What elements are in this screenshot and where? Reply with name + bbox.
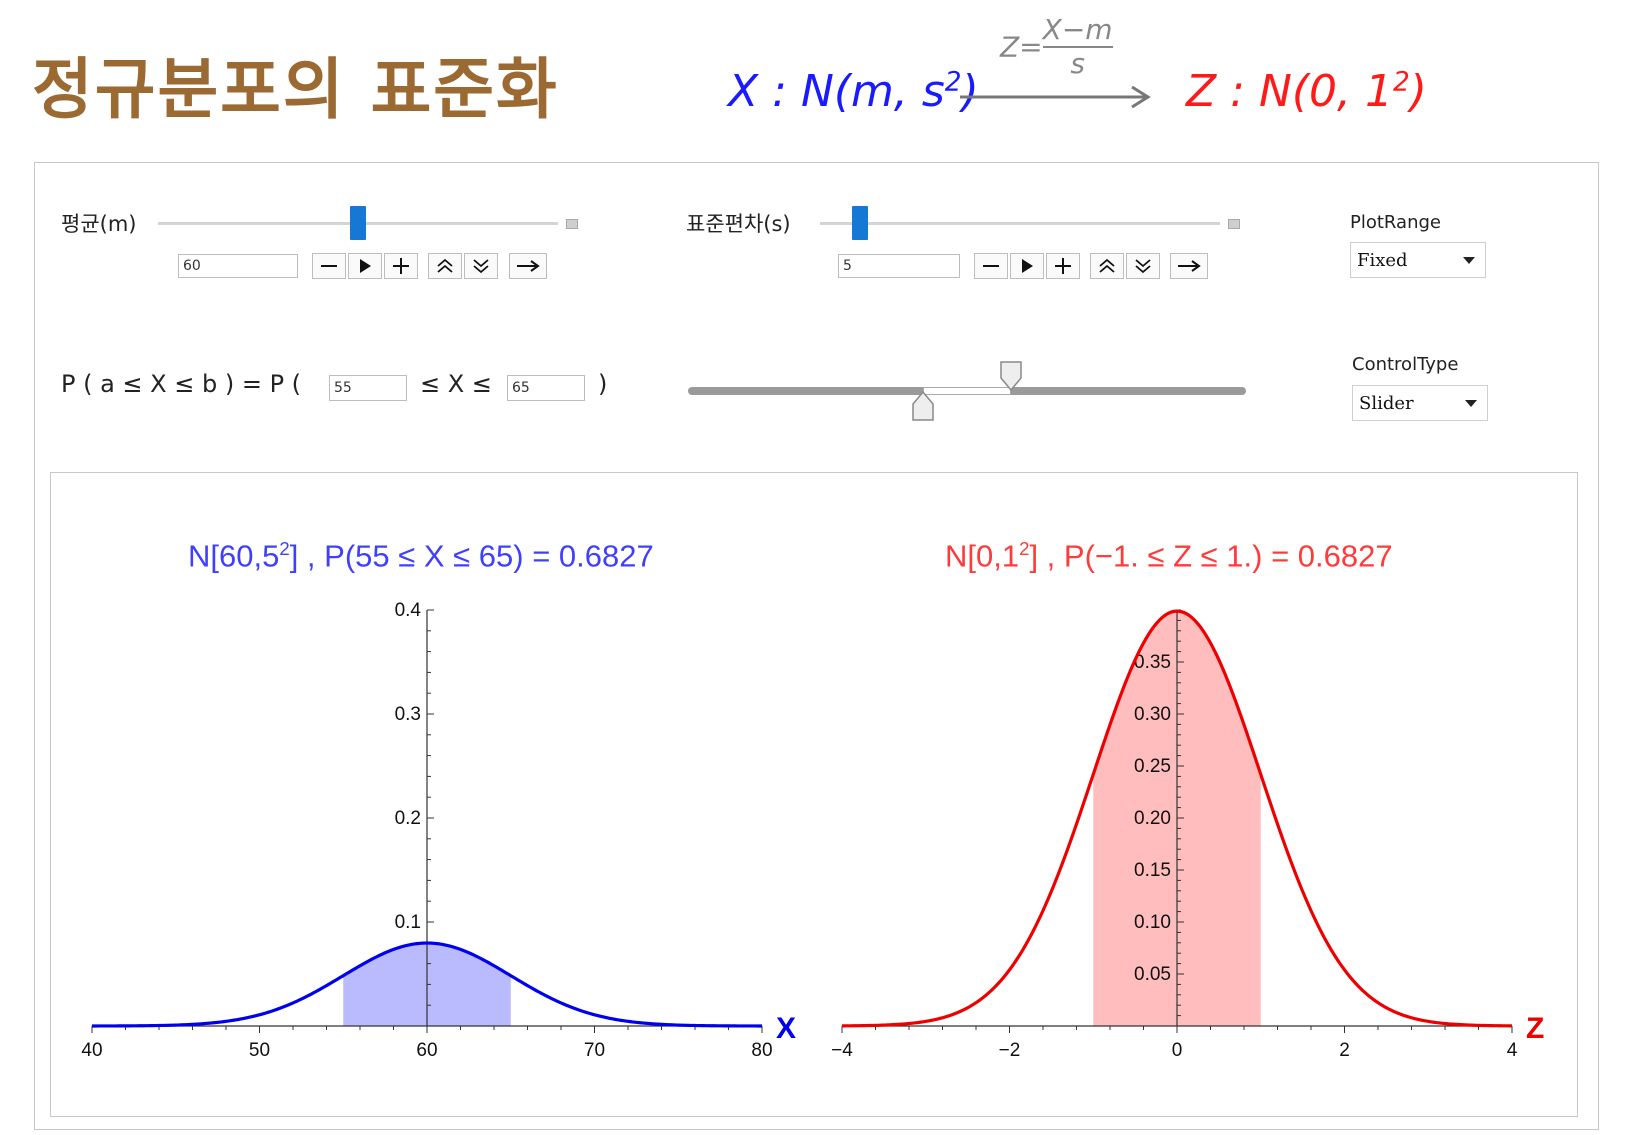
sd-faster-button[interactable]	[1090, 253, 1124, 279]
mean-direction-button[interactable]	[509, 253, 547, 279]
plotrange-label: PlotRange	[1350, 212, 1441, 233]
mean-value-input[interactable]	[178, 254, 298, 278]
chart-x-y-tick-label: 0.1	[395, 912, 421, 933]
mean-slower-button[interactable]	[464, 253, 498, 279]
chart-x-x-tick-label: 40	[81, 1040, 102, 1061]
right-arrow-icon	[1178, 260, 1201, 272]
controltype-label: ControlType	[1352, 354, 1459, 375]
chart-x-x-tick-label: 80	[751, 1040, 772, 1061]
chart-z-y-tick-label: 0.25	[1134, 756, 1171, 777]
mean-minus-button[interactable]	[312, 253, 346, 279]
formula-fraction: Z= X−m s	[1000, 14, 1113, 80]
sd-slower-button[interactable]	[1126, 253, 1160, 279]
double-up-icon	[437, 258, 453, 273]
formula-left-text: X : N(m, s	[728, 66, 945, 117]
plus-icon	[1055, 258, 1071, 274]
sd-slider-expand-icon[interactable]	[1228, 219, 1240, 229]
chart-x-density-curve	[92, 941, 762, 1028]
controltype-select[interactable]: Slider	[1352, 385, 1488, 421]
chart-z-y-tick-label: 0.15	[1134, 860, 1171, 881]
play-icon	[1022, 259, 1033, 273]
chart-z-x-tick-label: 2	[1339, 1040, 1350, 1061]
plot-frame	[50, 472, 1578, 1117]
chart-x-x-tick-label: 70	[584, 1040, 605, 1061]
right-arrow-icon	[517, 260, 540, 272]
dropdown-caret-icon	[1465, 400, 1477, 407]
mean-label: 평균(m)	[61, 212, 137, 236]
plotrange-select[interactable]: Fixed	[1350, 242, 1486, 278]
chart-x-title-a: N[60,5	[188, 538, 280, 574]
formula-right: Z : N(0, 12)	[1186, 66, 1427, 117]
double-down-icon	[1135, 259, 1151, 274]
chart-z-x-tick-label: −4	[831, 1040, 853, 1061]
sd-label: 표준편차(s)	[686, 212, 791, 236]
prob-close-label: )	[598, 370, 608, 398]
interval-slider-lower-thumb[interactable]	[911, 390, 935, 422]
formula-frac-den: s	[1042, 46, 1113, 80]
sd-value-input[interactable]	[838, 254, 960, 278]
chart-z-x-tick-label: −2	[999, 1040, 1021, 1061]
formula-frac-prefix: Z=	[1000, 30, 1043, 64]
formula-right-close: )	[1409, 66, 1427, 117]
chart-z-title-b: ] , P(−1. ≤ Z ≤ 1.) = 0.6827	[1029, 538, 1393, 574]
mean-plus-button[interactable]	[384, 253, 418, 279]
prob-b-input[interactable]	[507, 375, 585, 401]
chart-x-x-tick-label: 60	[416, 1040, 437, 1061]
transform-arrow-icon	[960, 85, 1151, 109]
chart-x-y-tick-label: 0.4	[395, 600, 422, 621]
minus-icon	[321, 265, 337, 267]
sd-plus-button[interactable]	[1046, 253, 1080, 279]
chart-x-title-sup: 2	[279, 538, 290, 559]
chart-x-y-tick-label: 0.2	[395, 808, 421, 829]
sd-slider-thumb[interactable]	[852, 206, 868, 240]
chart-z-title-sup: 2	[1019, 538, 1030, 559]
double-up-icon	[1099, 258, 1115, 273]
chart-z-x-tick-label: 4	[1507, 1040, 1518, 1061]
chart-z-x-tick-label: 0	[1172, 1040, 1183, 1061]
prob-a-input[interactable]	[329, 375, 407, 401]
formula-right-text: Z : N(0, 1	[1186, 66, 1393, 117]
page-title: 정규분포의 표준화	[32, 51, 559, 128]
plus-icon	[393, 258, 409, 274]
formula-right-sup: 2	[1392, 66, 1410, 98]
chart-z-density-curve	[841, 609, 1513, 1028]
sd-play-button[interactable]	[1010, 253, 1044, 279]
chart-z-y-tick-label: 0.20	[1134, 808, 1171, 829]
chart-z-title-a: N[0,1	[945, 538, 1020, 574]
mean-slider-thumb[interactable]	[350, 206, 366, 240]
chart-z-y-tick-label: 0.30	[1134, 704, 1171, 725]
minus-icon	[983, 265, 999, 267]
interval-slider-selection	[923, 387, 1011, 395]
formula-left-close: )	[961, 66, 979, 117]
mean-slider-expand-icon[interactable]	[566, 219, 578, 229]
sd-direction-button[interactable]	[1170, 253, 1208, 279]
mean-play-button[interactable]	[348, 253, 382, 279]
formula-frac-num: X−m	[1042, 13, 1113, 46]
chart-z-y-tick-label: 0.10	[1134, 912, 1171, 933]
prob-label: P ( a ≤ X ≤ b ) = P (	[61, 370, 302, 398]
dropdown-caret-icon	[1463, 257, 1475, 264]
sd-minus-button[interactable]	[974, 253, 1008, 279]
chart-z-y-tick-label: 0.05	[1134, 964, 1171, 985]
chart-z-axis-name: Z	[1526, 1012, 1544, 1045]
chart-x-x-tick-label: 50	[249, 1040, 270, 1061]
formula-left: X : N(m, s2)	[728, 66, 979, 117]
double-down-icon	[473, 259, 489, 274]
chart-x-y-tick-label: 0.3	[395, 704, 421, 725]
chart-z-title: N[0,12] , P(−1. ≤ Z ≤ 1.) = 0.6827	[945, 538, 1393, 574]
sd-slider-track[interactable]	[820, 222, 1220, 225]
play-icon	[360, 259, 371, 273]
chart-x-axis-name: X	[776, 1012, 796, 1045]
plotrange-selected: Fixed	[1357, 250, 1408, 271]
chart-z-y-tick-label: 0.35	[1134, 652, 1171, 673]
chart-x-title: N[60,52] , P(55 ≤ X ≤ 65) = 0.6827	[188, 538, 654, 574]
chart-x-title-b: ] , P(55 ≤ X ≤ 65) = 0.6827	[289, 538, 654, 574]
interval-slider-upper-thumb[interactable]	[999, 360, 1023, 392]
controltype-selected: Slider	[1359, 393, 1414, 414]
prob-mid-label: ≤ X ≤	[420, 370, 492, 398]
formula-left-sup: 2	[944, 66, 962, 98]
mean-faster-button[interactable]	[428, 253, 462, 279]
